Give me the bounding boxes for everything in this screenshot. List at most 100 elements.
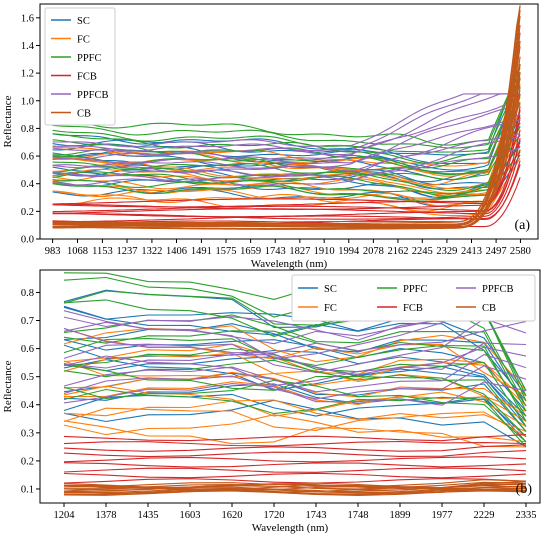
legend-label-ppfc: PPFC xyxy=(403,284,428,295)
legend-label-ppfc: PPFC xyxy=(77,53,102,64)
y-tick-label: 0.1 xyxy=(21,484,34,495)
x-tick-label: 1899 xyxy=(390,510,411,521)
x-tick-label: 1406 xyxy=(166,246,187,257)
series-line-fcb-9 xyxy=(52,109,521,208)
series-line-fc-4 xyxy=(63,399,527,433)
series-line-ppfc-5 xyxy=(52,122,521,180)
y-axis-title: Reflectance xyxy=(2,95,14,147)
panel-b-plot-frame xyxy=(39,269,541,504)
x-tick-label: 1827 xyxy=(289,246,310,257)
x-tick-label: 1491 xyxy=(191,246,212,257)
y-tick-label: 1.2 xyxy=(21,69,34,80)
x-tick-label: 1620 xyxy=(222,510,243,521)
legend-label-fc: FC xyxy=(77,35,90,46)
y-tick-label: 0.8 xyxy=(21,124,34,135)
series-line-sc-1 xyxy=(63,399,527,448)
series-line-cb-3 xyxy=(63,488,527,495)
x-tick-label: 1237 xyxy=(117,246,138,257)
series-line-fcb-4 xyxy=(52,149,521,220)
series-line-cb-12 xyxy=(52,9,521,226)
legend-label-fc: FC xyxy=(324,303,337,314)
series-line-sc-10 xyxy=(63,305,527,402)
series-line-ppfcb-3 xyxy=(63,354,527,393)
series-line-fc-1 xyxy=(63,420,527,448)
legend-label-fcb: FCB xyxy=(403,303,423,314)
panel-a-series-lines xyxy=(52,5,521,230)
x-tick-label: 1743 xyxy=(306,510,327,521)
panel-label: (a) xyxy=(514,218,530,233)
y-axis-title: Reflectance xyxy=(2,360,14,412)
series-line-fcb-9 xyxy=(63,440,527,447)
series-line-fcb-8 xyxy=(52,117,521,210)
panel-a-plot-frame xyxy=(39,3,539,240)
x-tick-label: 1204 xyxy=(54,510,76,521)
series-line-ppfcb-5 xyxy=(63,342,527,376)
series-line-fc-12 xyxy=(63,325,527,392)
series-line-ppfc-2 xyxy=(52,145,521,195)
x-tick-label: 1748 xyxy=(348,510,369,521)
series-line-fcb-10 xyxy=(52,106,521,205)
x-tick-label: 1068 xyxy=(67,246,88,257)
x-tick-label: 2497 xyxy=(486,246,507,257)
series-line-fcb-7 xyxy=(52,129,521,213)
series-line-fc-2 xyxy=(52,149,521,212)
x-tick-label: 2229 xyxy=(474,510,495,521)
x-tick-label: 2413 xyxy=(461,246,482,257)
series-line-ppfcb-2 xyxy=(52,135,521,182)
y-tick-label: 1.0 xyxy=(21,96,34,107)
panel-b-chart: 1204 1378 1435 1603 1620 1720 1743 1748 1899 1977… xyxy=(2,269,541,534)
y-tick-label: 0.2 xyxy=(21,207,34,218)
y-tick-label: 0.2 xyxy=(21,456,34,467)
series-line-cb-14 xyxy=(52,5,521,225)
y-tick-label: 0.7 xyxy=(21,316,34,327)
x-tick-label: 2162 xyxy=(387,246,408,257)
x-tick-label: 1910 xyxy=(314,246,335,257)
x-tick-label: 1153 xyxy=(92,246,113,257)
legend-label-sc: SC xyxy=(77,16,90,27)
x-tick-label: 1603 xyxy=(180,510,201,521)
x-tick-label: 2245 xyxy=(412,246,433,257)
series-line-ppfc-6 xyxy=(63,338,527,422)
series-line-ppfcb-2 xyxy=(63,365,527,400)
panel-label: (b) xyxy=(516,482,533,497)
series-line-fc-5 xyxy=(63,385,527,427)
series-line-fcb-6 xyxy=(63,456,527,463)
series-line-fc-2 xyxy=(63,414,527,443)
series-line-fcb-5 xyxy=(63,462,527,468)
series-line-fcb-4 xyxy=(63,467,527,473)
y-tick-label: 0.8 xyxy=(21,288,34,299)
legend: SC FC PPFC FCB PPFCB CB xyxy=(44,7,116,126)
legend-label-cb: CB xyxy=(482,303,496,314)
panel-a-chart: 983 1068 1153 1237 1322 1406 1491 1575 1659 1743 1… xyxy=(2,3,539,270)
series-line-fcb-5 xyxy=(52,140,521,218)
series-line-sc-10 xyxy=(52,78,521,171)
series-line-ppfcb-10 xyxy=(52,93,521,148)
y-tick-label: 1.4 xyxy=(21,41,35,52)
x-tick-label: 1378 xyxy=(96,510,117,521)
x-tick-label: 2078 xyxy=(363,246,384,257)
y-tick-label: 0.3 xyxy=(21,428,34,439)
x-tick-label: 2329 xyxy=(436,246,457,257)
x-tick-label: 1575 xyxy=(216,246,237,257)
x-axis-title: Wavelength (nm) xyxy=(252,522,329,534)
legend-label-cb: CB xyxy=(77,109,91,120)
series-line-ppfcb-5 xyxy=(52,113,521,169)
y-tick-label: 1.6 xyxy=(21,13,34,24)
y-tick-label: 0.6 xyxy=(21,344,34,355)
y-tick-label: 0.6 xyxy=(21,152,34,163)
series-line-ppfcb-7 xyxy=(63,320,527,354)
x-tick-label: 1743 xyxy=(265,246,286,257)
series-line-sc-12 xyxy=(52,65,521,156)
legend-box xyxy=(291,274,536,322)
x-tick-label: 1720 xyxy=(264,510,285,521)
legend: SC FC PPFC FCB PPFCB CB xyxy=(291,274,536,322)
x-tick-label: 1435 xyxy=(138,510,159,521)
x-tick-label: 1977 xyxy=(432,510,453,521)
series-line-fc-7 xyxy=(52,111,521,194)
series-line-cb-5 xyxy=(52,63,521,229)
x-tick-label: 983 xyxy=(45,246,61,257)
y-tick-label: 0.0 xyxy=(21,235,34,246)
legend-label-ppfcb: PPFCB xyxy=(77,90,109,101)
y-tick-label: 0.4 xyxy=(21,179,35,190)
